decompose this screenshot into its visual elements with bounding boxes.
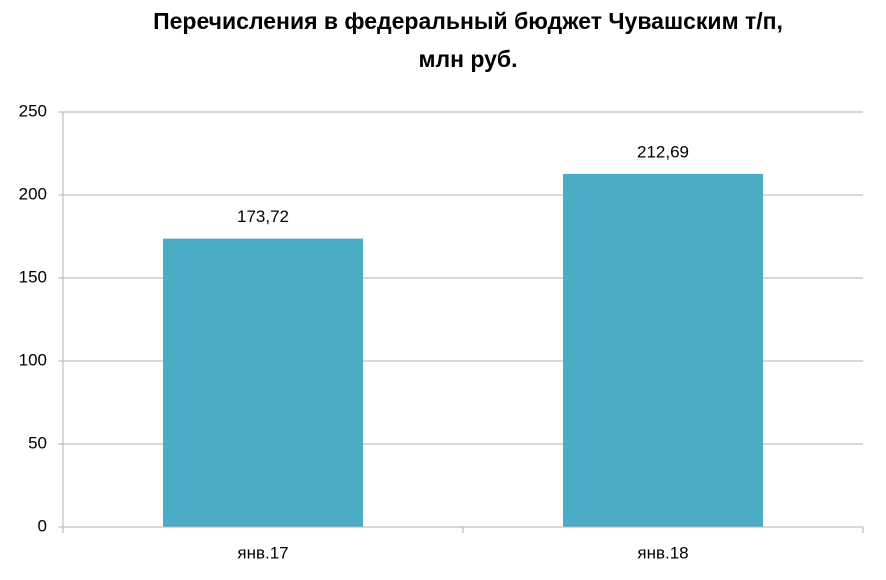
y-tick-label: 150 bbox=[19, 267, 47, 286]
y-tick-label: 200 bbox=[19, 184, 47, 203]
value-label: 212,69 bbox=[637, 142, 689, 161]
chart-title: млн руб. bbox=[418, 46, 517, 72]
x-tick-label: янв.17 bbox=[237, 543, 288, 562]
y-tick-label: 100 bbox=[19, 350, 47, 369]
bar bbox=[163, 238, 363, 527]
value-label: 173,72 bbox=[237, 207, 289, 226]
y-tick-label: 50 bbox=[28, 433, 47, 452]
y-tick-label: 250 bbox=[19, 101, 47, 120]
bar bbox=[563, 173, 763, 527]
y-tick-label: 0 bbox=[38, 516, 47, 535]
x-tick-label: янв.18 bbox=[637, 543, 688, 562]
chart-title: Перечисления в федеральный бюджет Чувашс… bbox=[153, 8, 783, 34]
